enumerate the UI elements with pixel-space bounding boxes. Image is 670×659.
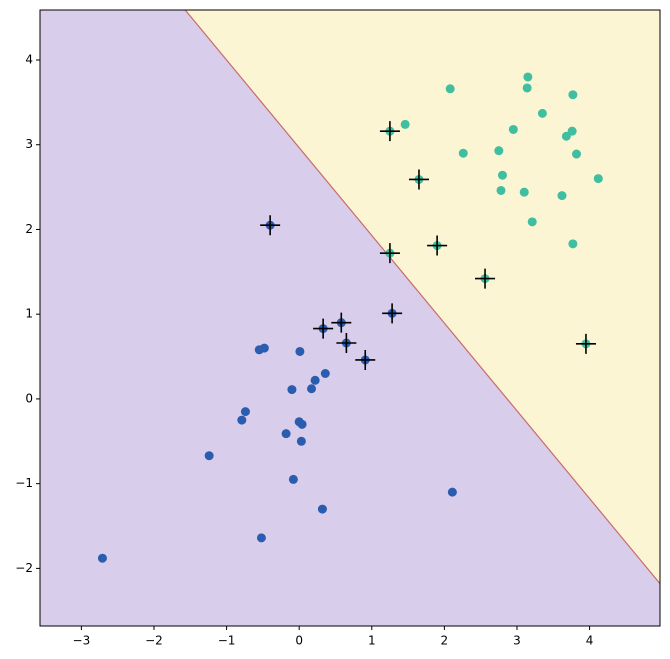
point	[296, 436, 306, 446]
point	[561, 131, 571, 141]
support-vector	[575, 333, 596, 354]
point	[508, 124, 518, 134]
x-tick-label: −1	[218, 634, 236, 648]
x-tick-label: 3	[513, 634, 521, 648]
point	[281, 429, 291, 439]
y-tick-label: 1	[25, 307, 33, 321]
point	[568, 239, 578, 249]
y-tick-label: 2	[25, 222, 33, 236]
point	[447, 487, 457, 497]
point	[297, 419, 307, 429]
point	[295, 346, 305, 356]
y-tick-label: −2	[15, 561, 33, 575]
point	[494, 146, 504, 156]
x-tick-label: 0	[295, 634, 303, 648]
support-vector	[336, 332, 357, 353]
point	[237, 415, 247, 425]
support-vector	[355, 349, 376, 370]
support-vector	[331, 312, 352, 333]
x-tick-label: −3	[73, 634, 91, 648]
point	[256, 533, 266, 543]
point	[97, 553, 107, 563]
point	[593, 174, 603, 184]
point	[567, 126, 577, 136]
point	[523, 72, 533, 82]
support-vector	[379, 243, 400, 264]
point	[568, 90, 578, 100]
point	[317, 504, 327, 514]
point	[288, 474, 298, 484]
point	[572, 149, 582, 159]
support-vector	[427, 235, 448, 256]
point	[310, 375, 320, 385]
x-tick-label: 4	[586, 634, 594, 648]
plot-frame	[39, 9, 661, 627]
y-tick-label: 0	[25, 391, 33, 405]
y-tick-label: −1	[15, 476, 33, 490]
support-vector	[382, 303, 403, 324]
point	[527, 217, 537, 227]
support-vector	[408, 169, 429, 190]
point	[307, 384, 317, 394]
point	[497, 170, 507, 180]
y-tick-label: 3	[25, 137, 33, 151]
support-vector	[260, 215, 281, 236]
point	[287, 385, 297, 395]
point	[400, 119, 410, 129]
decision-boundary	[184, 9, 661, 585]
point	[537, 108, 547, 118]
point	[259, 343, 269, 353]
point	[320, 368, 330, 378]
x-tick-label: −2	[145, 634, 163, 648]
x-tick-label: 1	[368, 634, 376, 648]
y-tick-label: 4	[25, 52, 33, 66]
point	[240, 407, 250, 417]
point	[557, 191, 567, 201]
support-vector	[313, 318, 334, 339]
point	[496, 185, 506, 195]
point	[522, 83, 532, 93]
support-vector	[379, 121, 400, 142]
x-tick-label: 2	[441, 634, 449, 648]
support-vector	[475, 268, 496, 289]
point	[519, 187, 529, 197]
point	[445, 84, 455, 94]
point	[458, 148, 468, 158]
point	[204, 451, 214, 461]
